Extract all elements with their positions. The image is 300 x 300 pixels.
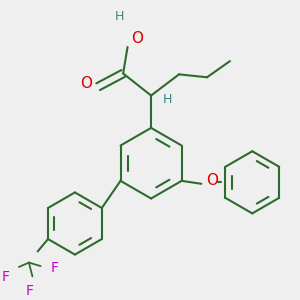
Text: H: H: [115, 10, 124, 22]
Text: O: O: [131, 31, 143, 46]
Text: F: F: [50, 261, 58, 274]
Text: F: F: [2, 270, 9, 284]
Text: H: H: [163, 93, 172, 106]
Text: F: F: [26, 284, 34, 298]
Text: O: O: [206, 173, 218, 188]
Text: O: O: [80, 76, 92, 91]
